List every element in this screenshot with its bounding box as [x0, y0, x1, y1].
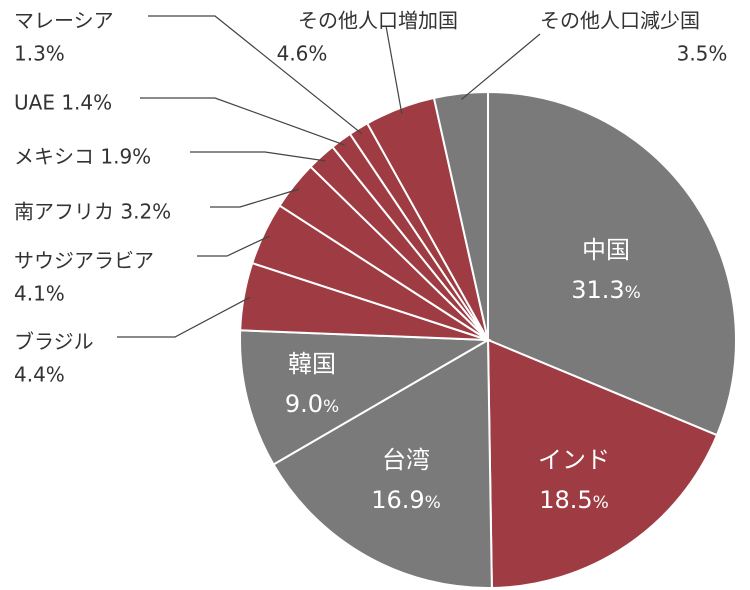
slice-value-2: 16.9%	[371, 486, 441, 514]
slice-label-0: 中国	[582, 236, 630, 264]
leader-line-10	[385, 25, 403, 114]
leader-line-8	[140, 97, 345, 146]
leader-line-6	[210, 188, 299, 208]
pie-slice-2	[272, 338, 493, 589]
slice-label-5: サウジアラビア	[14, 249, 154, 273]
slice-value-4: 4.4%	[14, 363, 65, 387]
pie-slice-1	[486, 338, 719, 589]
slice-label-11: その他人口減少国	[540, 9, 700, 33]
slice-value-5: 4.1%	[14, 282, 65, 306]
pie-slice-0	[487, 90, 737, 437]
slice-label-3: 韓国	[288, 350, 336, 378]
leader-line-7	[190, 151, 326, 162]
slice-label-7: メキシコ 1.9%	[14, 145, 151, 169]
pie-slice-3	[239, 329, 492, 466]
leader-line-11	[461, 33, 541, 100]
leader-line-9	[148, 15, 363, 135]
slice-label-4: ブラジル	[14, 330, 94, 354]
slice-value-0: 31.3%	[571, 276, 641, 304]
pie-slice-11	[432, 90, 489, 341]
slice-label-8: UAE 1.4%	[14, 91, 112, 115]
slice-label-10: その他人口増加国	[298, 9, 458, 33]
slice-value-9: 1.3%	[14, 42, 65, 66]
slice-value-3: 9.0%	[285, 390, 339, 418]
slice-label-9: マレーシア	[14, 9, 114, 33]
slice-label-2: 台湾	[382, 446, 430, 474]
slice-label-1: インド	[538, 446, 610, 474]
leader-line-5	[197, 235, 270, 257]
slice-value-10: 4.6%	[277, 42, 328, 66]
slice-label-6: 南アフリカ 3.2%	[14, 200, 171, 224]
leader-line-4	[117, 296, 251, 338]
slice-value-1: 18.5%	[539, 486, 609, 514]
slice-value-11: 3.5%	[677, 42, 728, 66]
